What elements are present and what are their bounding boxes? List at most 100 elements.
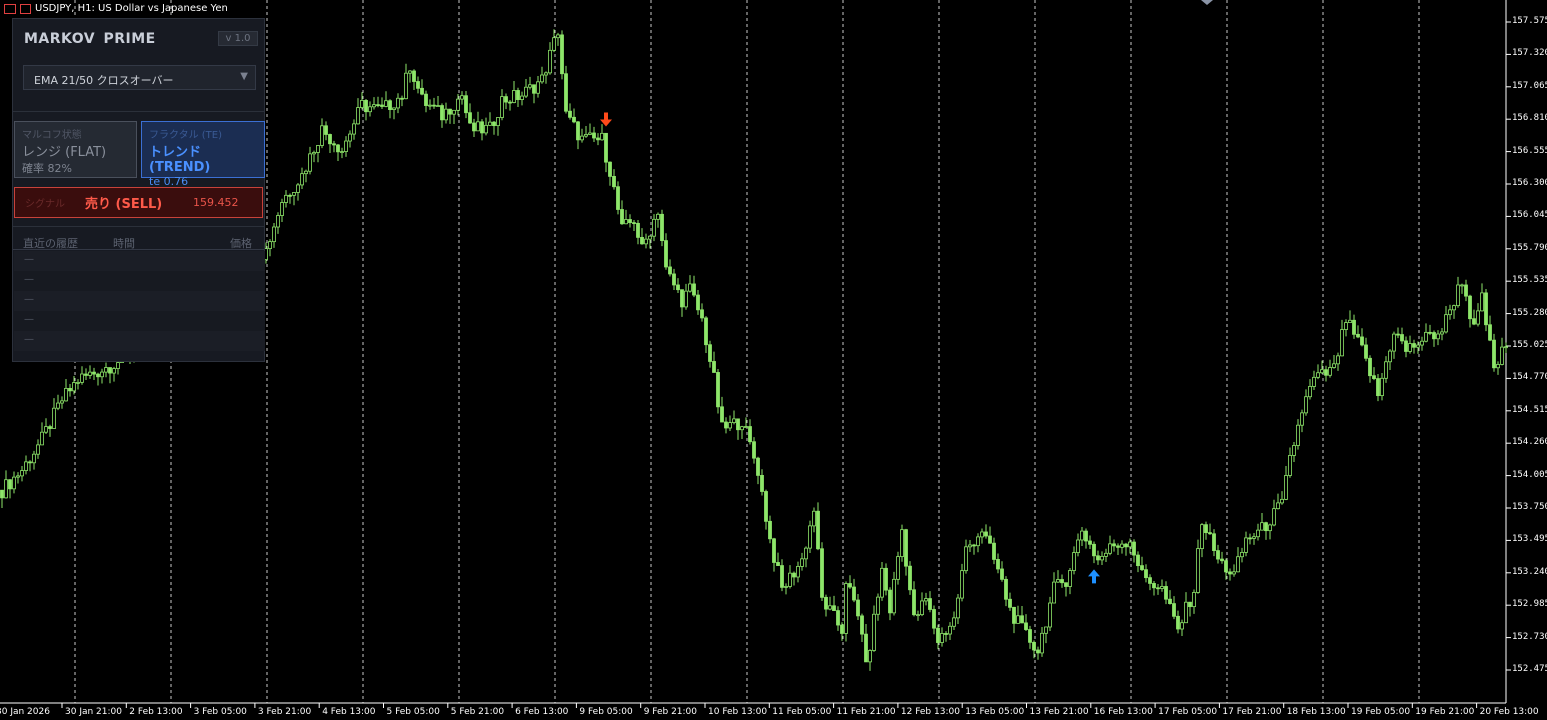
candle-body [1400,334,1404,342]
candle-body [544,72,548,76]
candle-body [364,100,368,113]
candle-body [916,614,920,617]
candle-body [388,100,392,111]
candle-body [1108,543,1112,554]
candle-body [1340,329,1344,357]
candle-body [316,145,320,153]
candle-body [740,426,744,431]
time-label: 5 Feb 21:00 [450,707,505,717]
time-label: 30 Jan 21:00 [65,707,122,717]
candle-body [1048,602,1052,628]
candle-body [1304,396,1308,414]
candle-body [1268,524,1272,532]
candle-body [476,121,480,132]
symbol-icon [20,3,31,14]
candle-body [404,72,408,100]
strategy-value: EMA 21/50 クロスオーバー [34,74,174,87]
candle-body [1100,555,1104,561]
signal-price: 159.452 [193,196,239,209]
candle-body [1280,498,1284,504]
candle-body [844,583,848,634]
candle-body [116,362,120,369]
candle-body [1220,558,1224,562]
price-label: 152.475 [1512,664,1547,674]
candle-body [1200,524,1204,549]
candle-body [1092,543,1096,557]
candle-body [488,121,492,126]
history-col-time: 時間 [113,237,135,250]
candle-body [1460,284,1464,287]
fractal-state-card: フラクタル (TE) トレンド (TREND) te 0.76 [141,121,265,188]
candle-body [672,273,676,286]
candle-body [1084,530,1088,542]
candle-body [1248,537,1252,540]
candle-body [948,625,952,635]
candle-body [912,589,916,616]
candle-body [1440,331,1444,335]
candle-body [1436,333,1440,340]
candle-body [372,104,376,108]
time-label: 30 Jan 2026 [0,707,50,717]
strategy-dropdown[interactable]: EMA 21/50 クロスオーバー ▼ [23,65,256,90]
price-label: 152.985 [1512,599,1547,610]
candle-body [596,137,600,141]
candle-body [296,184,300,193]
candle-body [804,547,808,560]
markov-state-card: マルコフ状態 レンジ (FLAT) 確率 82% [14,121,137,178]
candle-body [1472,318,1476,325]
candle-body [920,600,924,616]
candle-body [12,476,16,490]
candle-body [432,104,436,107]
candle-body [1016,615,1020,624]
candle-body [928,598,932,610]
candle-body [848,583,852,588]
candle-body [80,373,84,383]
candle-body [980,531,984,538]
time-label: 13 Feb 05:00 [965,707,1025,717]
candle-body [984,531,988,537]
candle-body [1328,367,1332,376]
candle-body [1432,332,1436,340]
candle-body [660,213,664,242]
candle-body [28,461,32,464]
signal-box: シグナル 売り (SELL) 159.452 [14,187,263,218]
candle-body [736,418,740,431]
candle-body [552,37,556,51]
candle-body [112,368,116,374]
candle-body [924,598,928,602]
candle-body [724,421,728,429]
candle-body [1216,550,1220,560]
candle-body [760,475,764,492]
markov-probability: 確率 82% [22,162,72,175]
candle-body [540,74,544,83]
candle-body [1456,284,1460,307]
candle-body [1164,586,1168,600]
candle-body [1412,343,1416,348]
candle-body [1316,372,1320,378]
time-label: 13 Feb 21:00 [1029,707,1089,717]
candle-body [1040,632,1044,654]
candle-body [1112,543,1116,547]
candle-body [992,542,996,560]
divider [13,249,264,250]
fractal-te-value: te 0.76 [149,175,189,188]
chart-menu-icon[interactable] [4,3,16,14]
candle-body [1140,565,1144,571]
candle-body [652,218,656,237]
history-row: — [14,311,265,331]
candle-body [460,95,464,100]
candle-body [1072,552,1076,571]
candle-body [828,605,832,610]
candle-body [856,599,860,617]
candle-body [376,104,380,107]
candle-body [940,633,944,643]
candle-body [696,294,700,311]
candle-body [324,125,328,135]
candle-body [284,194,288,203]
candle-body [444,108,448,121]
time-label: 5 Feb 05:00 [386,707,440,717]
candle-body [524,86,528,97]
candle-body [392,107,396,111]
candle-body [1176,615,1180,630]
price-label: 155.025 [1512,340,1547,350]
